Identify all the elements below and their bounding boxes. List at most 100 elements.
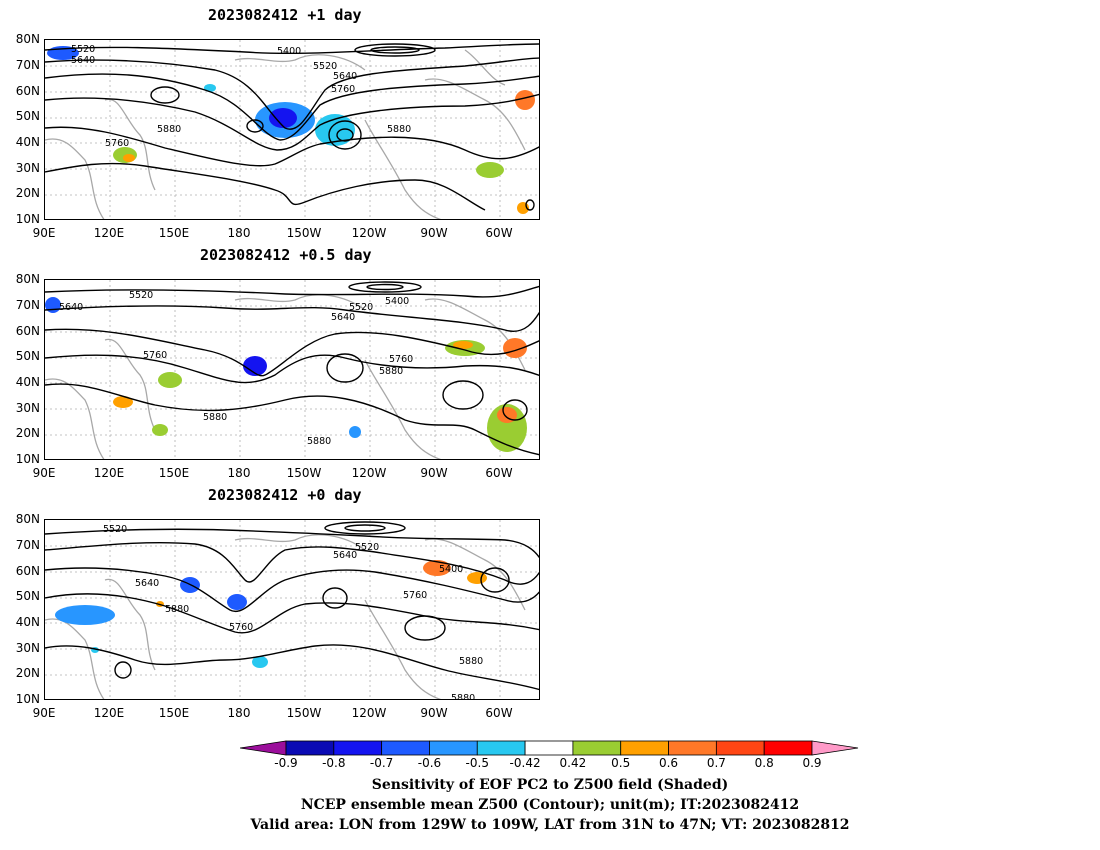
colorbar-swatch xyxy=(285,740,335,756)
colorbar-swatch xyxy=(763,740,813,756)
contour-label: 5400 xyxy=(439,564,463,575)
map-panel-2-canvas: 5640 5520 5520 5400 5640 5760 5760 5880 … xyxy=(45,280,539,459)
contour-label: 5880 xyxy=(165,604,189,615)
colorbar-tick-label: 0.9 xyxy=(802,756,822,770)
y-tick: 80N xyxy=(15,32,40,46)
contour-label: 5880 xyxy=(459,656,483,667)
y-tick: 40N xyxy=(15,375,40,389)
contour-label: 5520 xyxy=(313,61,337,72)
x-tick: 150W xyxy=(286,466,322,480)
contour-label: 5640 xyxy=(59,302,83,313)
colorbar-tick-label: -0.42 xyxy=(509,756,541,770)
y-tick: 80N xyxy=(15,512,40,526)
contour-label: 5520 xyxy=(355,542,379,553)
contour-label: 5640 xyxy=(71,55,95,66)
map-panel-3-canvas: 5520 5520 5640 5640 5400 5880 5760 5760 … xyxy=(45,520,539,699)
x-tick: 150E xyxy=(158,706,190,720)
contour-label: 5520 xyxy=(103,524,127,535)
caption-line-1: Sensitivity of EOF PC2 to Z500 field (Sh… xyxy=(371,777,729,793)
y-tick: 60N xyxy=(15,564,40,578)
x-tick: 120W xyxy=(351,226,387,240)
colorbar-swatch xyxy=(381,740,430,756)
caption-line-2: NCEP ensemble mean Z500 (Contour); unit(… xyxy=(300,797,800,813)
map-panel-1: 5520 5640 5400 5520 5640 5760 5760 5880 … xyxy=(44,39,540,220)
colorbar-swatch xyxy=(333,740,383,756)
x-tick: 150E xyxy=(158,466,190,480)
x-tick: 60W xyxy=(485,226,513,240)
y-tick: 70N xyxy=(15,538,40,552)
contour-label: 5640 xyxy=(135,578,159,589)
colorbar-swatch xyxy=(429,740,478,756)
y-tick: 10N xyxy=(15,692,40,706)
x-tick: 120W xyxy=(351,466,387,480)
x-tick: 90W xyxy=(420,706,448,720)
contour-label: 5880 xyxy=(203,412,227,423)
colorbar-tick-label: -0.6 xyxy=(417,756,442,770)
contour-label: 5400 xyxy=(385,296,409,307)
colorbar-tick-label: -0.5 xyxy=(465,756,489,770)
contour-label: 5880 xyxy=(387,124,411,135)
caption-line-3: Valid area: LON from 129W to 109W, LAT f… xyxy=(250,817,850,833)
y-tick: 60N xyxy=(15,84,40,98)
colorbar-swatch xyxy=(524,740,574,756)
contour-label: 5520 xyxy=(129,290,153,301)
panel-1-title: 2023082412 +1 day xyxy=(208,6,362,24)
y-tick: 40N xyxy=(15,135,40,149)
colorbar-swatch xyxy=(620,740,669,756)
y-tick: 20N xyxy=(15,186,40,200)
contour-label: 5400 xyxy=(277,46,301,57)
x-tick: 90E xyxy=(32,466,56,480)
y-tick: 70N xyxy=(15,298,40,312)
colorbar-left-arrow xyxy=(239,740,287,756)
y-tick: 60N xyxy=(15,324,40,338)
x-tick: 90E xyxy=(32,706,56,720)
y-tick: 30N xyxy=(15,401,40,415)
colorbar-tick-label: 0.6 xyxy=(658,756,679,770)
y-tick: 70N xyxy=(15,58,40,72)
contour-label: 5640 xyxy=(333,71,357,82)
contour-label: 5760 xyxy=(229,622,253,633)
x-tick: 90E xyxy=(32,226,56,240)
colorbar-swatch xyxy=(715,740,765,756)
colorbar-tick-label: -0.9 xyxy=(274,756,298,770)
colorbar-tick-label: 0.5 xyxy=(611,756,631,770)
y-tick: 40N xyxy=(15,615,40,629)
x-tick: 150W xyxy=(286,706,322,720)
contour-label: 5520 xyxy=(349,302,373,313)
x-tick: 180 xyxy=(227,466,251,480)
colorbar-right-arrow xyxy=(811,740,859,756)
colorbar-tick-label: 0.8 xyxy=(754,756,774,770)
x-tick: 150E xyxy=(158,226,190,240)
map-panel-1-canvas: 5520 5640 5400 5520 5640 5760 5760 5880 … xyxy=(45,40,539,219)
colorbar-svg xyxy=(239,740,859,756)
y-tick: 50N xyxy=(15,349,40,363)
map-panel-2: 5640 5520 5520 5400 5640 5760 5760 5880 … xyxy=(44,279,540,460)
x-tick: 120W xyxy=(351,706,387,720)
x-tick: 90W xyxy=(420,466,448,480)
x-tick: 60W xyxy=(485,466,513,480)
map-panel-3: 5520 5520 5640 5640 5400 5880 5760 5760 … xyxy=(44,519,540,700)
contour-label: 5760 xyxy=(331,84,355,95)
y-tick: 10N xyxy=(15,212,40,226)
x-tick: 180 xyxy=(227,706,251,720)
y-tick: 50N xyxy=(15,589,40,603)
x-tick: 120E xyxy=(93,466,125,480)
x-tick: 180 xyxy=(227,226,251,240)
colorbar-tick-label: -0.8 xyxy=(322,756,346,770)
contour-label: 5760 xyxy=(143,350,167,361)
colorbar-swatch xyxy=(668,740,717,756)
contour-label: 5880 xyxy=(307,436,331,447)
colorbar xyxy=(239,740,860,760)
x-tick: 120E xyxy=(93,226,125,240)
colorbar-tick-label: -0.7 xyxy=(369,756,394,770)
contour-label: 5880 xyxy=(379,366,403,377)
colorbar-swatch xyxy=(476,740,526,756)
x-tick: 150W xyxy=(286,226,322,240)
contour-label: 5760 xyxy=(403,590,427,601)
panel-3-title: 2023082412 +0 day xyxy=(208,486,362,504)
colorbar-swatch xyxy=(572,740,622,756)
contour-label: 5760 xyxy=(389,354,413,365)
contour-label: 5640 xyxy=(331,312,355,323)
contour-label: 5640 xyxy=(333,550,357,561)
x-tick: 60W xyxy=(485,706,513,720)
